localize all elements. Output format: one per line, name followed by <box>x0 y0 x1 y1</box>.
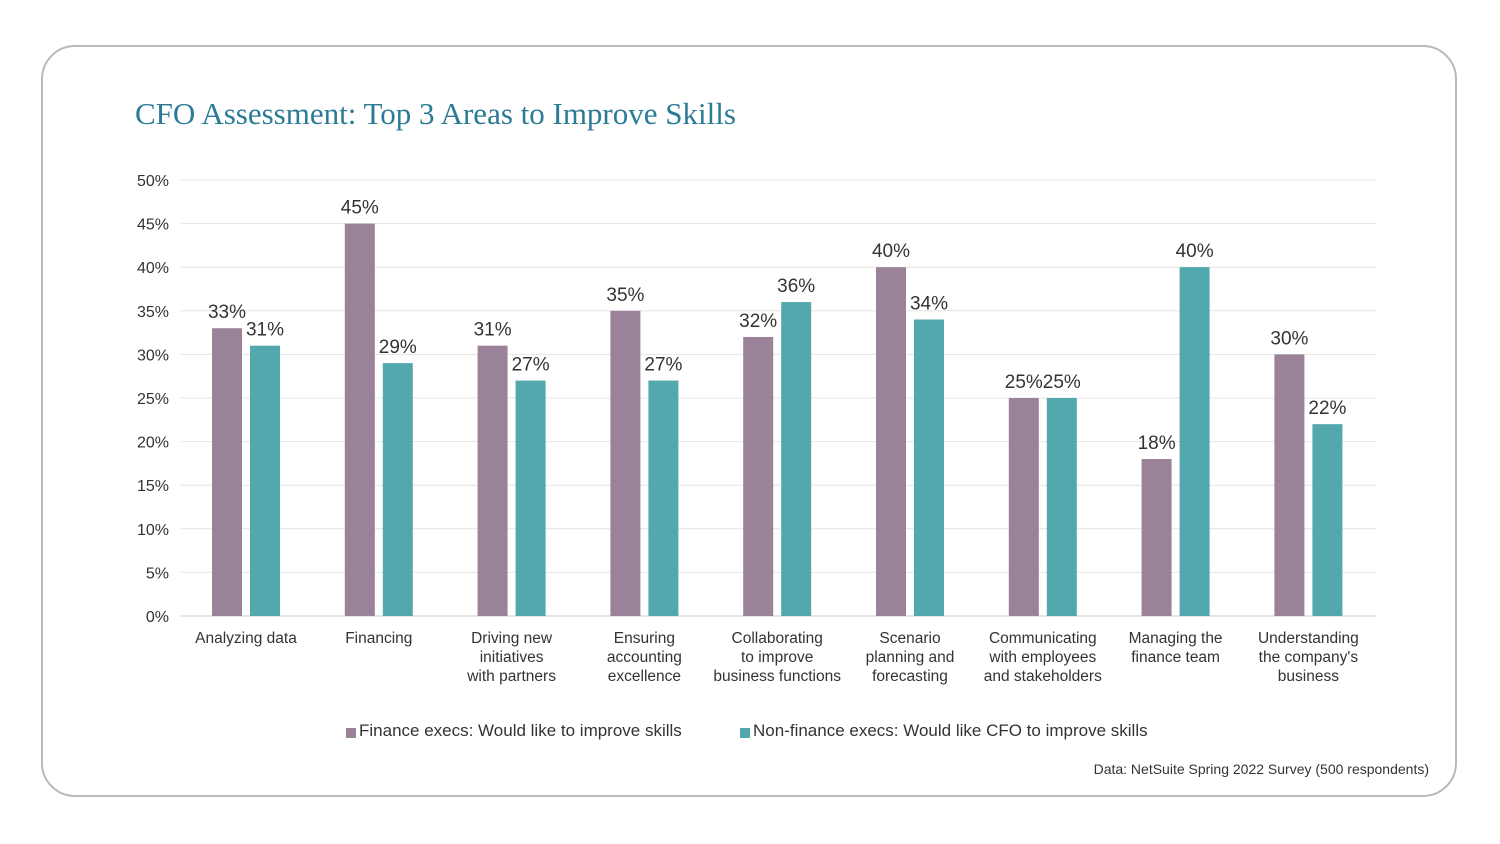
bar-non-finance <box>250 345 280 616</box>
x-axis: Analyzing data Financing Driving new initia… <box>195 630 1359 685</box>
data-label: 31% <box>474 320 512 341</box>
y-axis: 0% 5% 10% 15% 20% 25% 30% 35% 40% 45% 50% <box>137 173 169 626</box>
data-label: 33% <box>208 302 246 323</box>
data-labels: 33%31%45%29%31%27%35%27%32%36%40%34%25% 2… <box>208 198 1347 454</box>
data-label: 35% <box>606 285 644 306</box>
bar-non-finance <box>914 319 944 616</box>
bar-finance <box>1008 398 1039 616</box>
bar-finance <box>1141 459 1172 616</box>
category-label: Ensuring accounting excellence <box>607 630 682 685</box>
data-label: 27% <box>644 355 682 376</box>
y-tick-label: 0% <box>146 609 169 626</box>
legend-label: Non-finance execs: Would like CFO to imp… <box>753 721 1148 740</box>
data-label: 18% <box>1138 433 1176 454</box>
y-tick-label: 10% <box>137 522 169 539</box>
y-tick-label: 20% <box>137 435 169 452</box>
bar-non-finance <box>382 363 413 616</box>
y-tick-label: 40% <box>137 260 169 277</box>
category-label: Scenario planning and forecasting <box>866 630 955 685</box>
data-label: 29% <box>379 337 417 358</box>
y-tick-label: 45% <box>137 217 169 234</box>
legend: Finance execs: Would like to improve ski… <box>346 721 1148 740</box>
legend-swatch <box>346 728 356 738</box>
bar-finance <box>344 223 375 616</box>
data-label: 45% <box>341 198 379 219</box>
chart-title: CFO Assessment: Top 3 Areas to Improve S… <box>135 96 736 131</box>
data-label: 32% <box>739 311 777 332</box>
y-tick-label: 15% <box>137 478 169 495</box>
bar-non-finance <box>1179 267 1210 616</box>
data-label: 27% <box>512 355 550 376</box>
legend-swatch <box>740 728 750 738</box>
source-note: Data: NetSuite Spring 2022 Survey (500 r… <box>1093 761 1429 777</box>
data-label: 40% <box>872 241 910 262</box>
category-label: Communicating with employees and stakehold… <box>984 630 1102 685</box>
category-label: Driving new initiatives with partners <box>466 630 556 685</box>
data-label: 31% <box>246 320 284 341</box>
data-label: 22% <box>1308 398 1346 419</box>
bar-finance <box>743 336 774 616</box>
bar-non-finance <box>648 380 679 616</box>
y-tick-label: 25% <box>137 391 169 408</box>
data-label: 25% <box>1005 372 1043 393</box>
bar-non-finance <box>515 380 546 616</box>
y-tick-label: 50% <box>137 173 169 190</box>
category-label: Financing <box>345 630 412 647</box>
category-label: Understanding the company's business <box>1258 630 1359 685</box>
data-label: 25% <box>1043 372 1081 393</box>
legend-label: Finance execs: Would like to improve ski… <box>359 721 682 740</box>
data-label: 36% <box>777 276 815 297</box>
bar-finance <box>212 328 242 616</box>
category-label: Analyzing data <box>195 630 297 647</box>
bar-finance <box>876 267 906 616</box>
bar-non-finance <box>781 302 812 616</box>
bars <box>212 223 1343 616</box>
bar-finance <box>1274 354 1305 616</box>
data-label: 40% <box>1176 241 1214 262</box>
bar-finance <box>477 345 508 616</box>
bar-non-finance <box>1312 424 1343 616</box>
category-label: Collaborating to improve business function… <box>713 630 841 685</box>
y-tick-label: 30% <box>137 347 169 364</box>
data-label: 30% <box>1270 328 1308 349</box>
data-label: 34% <box>910 294 948 315</box>
bar-non-finance <box>1046 398 1077 616</box>
category-label: Managing the finance team <box>1129 630 1223 666</box>
bar-finance <box>610 310 641 616</box>
gridlines <box>181 179 1376 617</box>
y-tick-label: 5% <box>146 565 169 582</box>
y-tick-label: 35% <box>137 304 169 321</box>
